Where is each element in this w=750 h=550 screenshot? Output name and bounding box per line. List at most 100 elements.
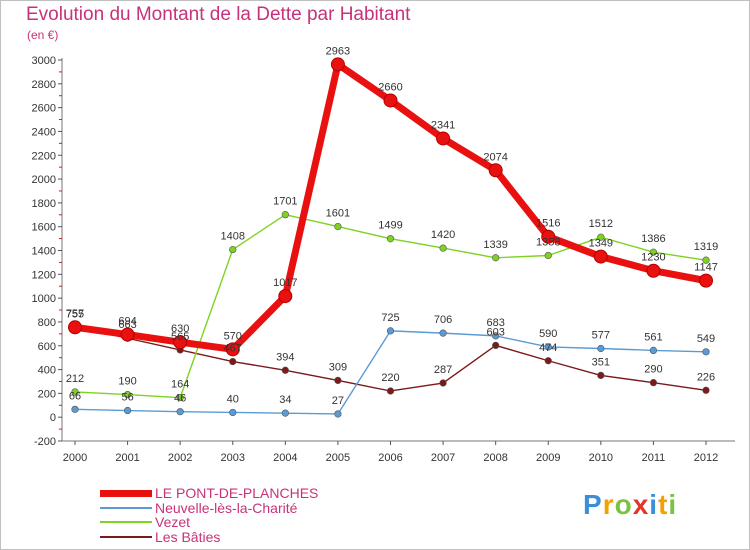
x-tick-label: 2004 [273,452,297,464]
x-tick-label: 2000 [63,452,87,464]
data-point-neuvelle-les-la-charite [334,410,342,418]
y-tick-label: 2200 [32,150,56,162]
x-tick-label: 2011 [642,452,666,464]
data-point-les-baties [334,376,342,384]
data-label-le-pont-de-planches: 694 [118,316,136,328]
data-label-vezet: 1512 [589,218,613,230]
data-point-neuvelle-les-la-charite [229,408,237,417]
data-label-vezet: 1386 [641,233,665,245]
x-tick-label: 2007 [431,452,455,464]
data-point-le-pont-de-planches [541,229,556,244]
data-point-neuvelle-les-la-charite [123,406,132,415]
data-point-vezet [281,211,289,219]
data-label-vezet: 1601 [326,208,350,220]
data-point-le-pont-de-planches [120,327,135,342]
x-tick-label: 2006 [378,452,402,464]
data-label-les-baties: 309 [329,361,347,373]
data-label-neuvelle-les-la-charite: 683 [486,317,504,329]
y-tick-label: 2000 [32,174,56,186]
x-tick-label: 2009 [536,452,560,464]
data-point-les-baties [492,341,500,349]
y-tick-label: 1200 [32,269,56,281]
y-tick-label: 600 [38,341,56,353]
y-tick-label: 200 [38,388,56,400]
logo-letter: r [602,489,615,520]
data-label-vezet: 164 [171,379,189,391]
data-label-les-baties: 226 [697,371,715,383]
data-label-les-baties: 290 [644,364,662,376]
data-point-vezet [439,244,447,252]
data-point-neuvelle-les-la-charite [492,332,500,340]
x-tick-label: 2003 [221,452,245,464]
data-point-le-pont-de-planches [488,163,503,178]
data-point-vezet [229,245,237,254]
logo-letter: o [614,489,633,520]
logo-letter: i [649,489,659,520]
legend-swatch-les-baties [100,536,152,538]
plot-area [62,60,735,441]
data-point-vezet [176,394,184,402]
legend-item-vezet: Vezet [100,514,190,530]
data-point-le-pont-de-planches [593,249,608,264]
y-tick-label: 800 [38,317,56,329]
data-point-vezet [123,390,132,399]
data-label-neuvelle-les-la-charite: 66 [69,390,81,402]
legend-swatch-vezet [100,521,152,523]
chart-title: Evolution du Montant de la Dette par Hab… [26,4,411,25]
data-label-vezet: 1420 [431,229,455,241]
y-tick-label: 2600 [32,103,56,115]
data-label-neuvelle-les-la-charite: 590 [539,328,557,340]
y-tick-label: 400 [38,365,56,377]
data-point-le-pont-de-planches [330,57,345,72]
data-point-les-baties [649,379,658,387]
data-label-neuvelle-les-la-charite: 46 [174,393,186,405]
data-label-vezet: 1319 [694,241,718,253]
legend-item-neuvelle-les-la-charite: Neuvelle-lès-la-Charité [100,500,297,516]
data-point-le-pont-de-planches [436,131,451,146]
data-point-vezet [702,256,710,264]
data-point-vezet [649,248,658,256]
data-label-vezet: 1701 [273,196,297,208]
data-label-neuvelle-les-la-charite: 40 [227,393,239,405]
data-point-neuvelle-les-la-charite [649,346,658,354]
data-point-les-baties [702,386,710,394]
legend-label-neuvelle-les-la-charite: Neuvelle-lès-la-Charité [155,500,298,516]
data-point-le-pont-de-planches [383,93,398,108]
data-point-les-baties [229,357,237,366]
legend-label-vezet: Vezet [155,514,191,530]
data-label-le-pont-de-planches: 1516 [536,218,560,230]
data-point-vezet [544,251,552,260]
data-point-neuvelle-les-la-charite [439,329,447,337]
data-point-le-pont-de-planches [225,342,240,357]
logo-letter: x [632,489,650,520]
data-point-les-baties [386,387,395,395]
data-label-vezet: 190 [118,376,136,388]
data-point-le-pont-de-planches [646,263,661,278]
data-label-le-pont-de-planches: 1230 [641,252,665,264]
data-label-neuvelle-les-la-charite: 27 [332,395,344,407]
x-tick-label: 2012 [694,452,718,464]
data-point-les-baties [544,357,552,365]
data-point-neuvelle-les-la-charite [281,409,289,417]
data-label-neuvelle-les-la-charite: 34 [279,394,291,406]
data-label-les-baties: 474 [539,342,557,354]
data-label-neuvelle-les-la-charite: 561 [644,331,662,343]
data-point-les-baties [597,371,605,379]
legend-label-les-baties: Les Bâties [155,529,221,545]
data-point-le-pont-de-planches [699,273,713,288]
data-label-le-pont-de-planches: 2074 [483,151,507,163]
data-label-le-pont-de-planches: 2963 [326,45,350,57]
data-point-vezet [71,388,79,396]
x-tick-label: 2002 [168,452,192,464]
data-label-les-baties: 757 [66,308,84,320]
data-label-les-baties: 603 [486,326,504,338]
data-label-neuvelle-les-la-charite: 56 [121,392,133,404]
data-point-les-baties [281,366,289,374]
legend-swatch-le-pont-de-planches [100,489,152,497]
proxiti-logo: Proxiti [583,489,677,521]
data-label-le-pont-de-planches: 570 [224,330,242,342]
data-label-le-pont-de-planches: 2341 [431,119,455,131]
data-label-les-baties: 287 [434,364,452,376]
data-point-neuvelle-les-la-charite [386,327,395,335]
data-point-le-pont-de-planches [173,335,188,350]
